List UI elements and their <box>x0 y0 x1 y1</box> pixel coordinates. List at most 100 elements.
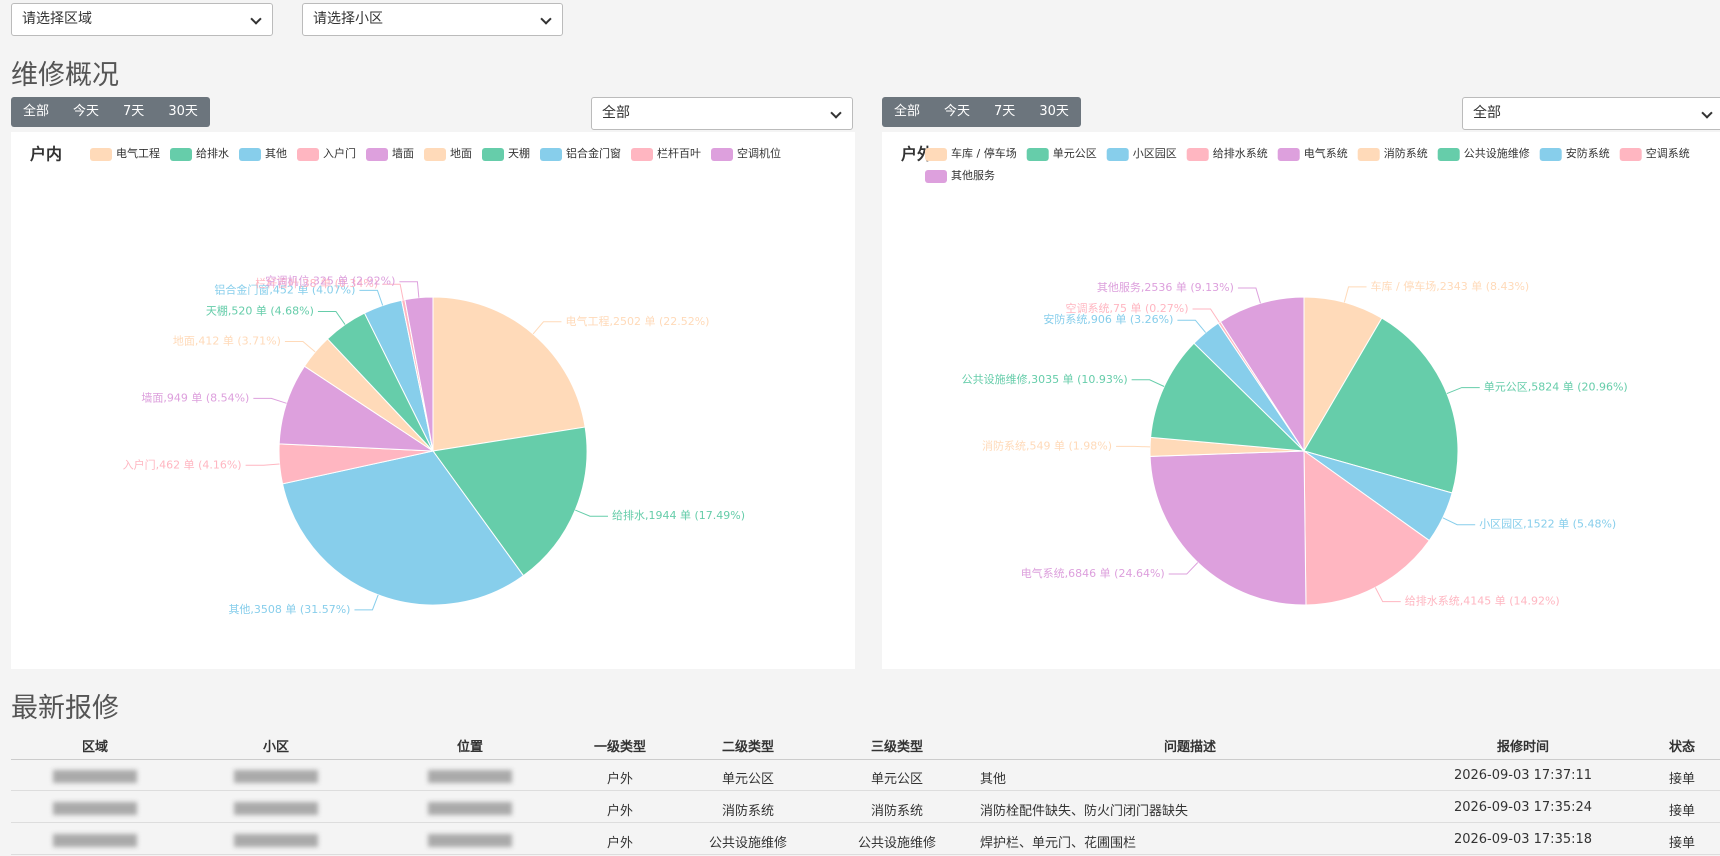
legend-label: 天棚 <box>508 146 530 160</box>
pie-slice[interactable] <box>432 296 586 452</box>
legend-swatch <box>1106 148 1129 161</box>
column-header: 二级类型 <box>721 740 775 755</box>
label-line <box>317 310 346 325</box>
table-cell: 接单 <box>1668 772 1696 787</box>
slice-label: 铝合金门窗,452 单 (4.07%) <box>214 282 355 296</box>
slice-label: 天棚,520 单 (4.68%) <box>206 303 314 317</box>
label-line <box>1192 308 1220 323</box>
pie-slice[interactable] <box>1303 450 1430 606</box>
legend-item[interactable]: 栏杆百叶 <box>631 146 701 161</box>
legend-item[interactable]: 给排水 <box>170 146 229 161</box>
chart-title: 户内 <box>30 145 62 164</box>
legend-swatch <box>925 170 947 183</box>
blurred-cell <box>53 770 137 783</box>
table-cell: 其他 <box>980 772 1007 787</box>
legend-item[interactable]: 地面 <box>424 147 472 161</box>
row-rule <box>11 790 1720 791</box>
slice-label: 小区园区,1522 单 (5.48%) <box>1479 518 1616 531</box>
blurred-cell <box>234 770 318 783</box>
range-button[interactable]: 30天 <box>1039 104 1069 119</box>
slice-label: 安防系统,906 单 (3.26%) <box>1043 312 1173 326</box>
legend-item[interactable]: 铝合金门窗 <box>540 146 621 161</box>
label-line <box>354 594 379 611</box>
legend-item[interactable]: 电气系统 <box>1277 146 1348 161</box>
legend-swatch <box>1357 148 1380 161</box>
header-rule <box>11 759 1720 760</box>
legend-item[interactable]: 给排水系统 <box>1186 146 1268 161</box>
legend-swatch <box>366 148 388 161</box>
legend-item[interactable]: 车库 / 停车场 <box>925 146 1017 161</box>
label-line <box>284 341 316 353</box>
column-header: 一级类型 <box>593 740 647 755</box>
blurred-cell <box>53 834 137 847</box>
label-line <box>1374 587 1401 603</box>
label-line <box>1446 387 1480 395</box>
table-cell: 2026-09-03 17:37:11 <box>1453 768 1593 783</box>
slice-label: 公共设施维修,3035 单 (10.93%) <box>962 372 1128 386</box>
legend-label: 墙面 <box>392 146 414 160</box>
legend-swatch <box>90 148 112 161</box>
blurred-cell <box>428 770 512 783</box>
slice-label: 墙面,949 单 (8.54%) <box>141 390 249 404</box>
legend-swatch <box>170 148 192 161</box>
label-line <box>1343 286 1367 303</box>
legend-label: 给排水 <box>196 146 229 160</box>
column-header: 位置 <box>456 740 484 755</box>
legend-label: 单元公区 <box>1053 147 1097 160</box>
legend-item[interactable]: 墙面 <box>366 146 414 161</box>
legend-swatch <box>1437 148 1460 161</box>
legend-label: 安防系统 <box>1566 146 1610 160</box>
legend-item[interactable]: 消防系统 <box>1357 146 1428 161</box>
legend-swatch <box>482 148 504 161</box>
table-cell: 2026-09-03 17:35:24 <box>1453 800 1593 815</box>
legend-item[interactable]: 安防系统 <box>1539 146 1610 161</box>
community-select[interactable]: 请选择小区 <box>302 3 563 36</box>
legend-label: 空调机位 <box>737 146 781 160</box>
range-button[interactable]: 7天 <box>123 104 145 119</box>
range-button[interactable]: 7天 <box>994 104 1016 119</box>
legend-item[interactable]: 天棚 <box>482 146 530 161</box>
legend-item[interactable]: 入户门 <box>297 146 356 161</box>
legend-item[interactable]: 小区园区 <box>1106 147 1177 161</box>
legend-label: 入户门 <box>323 146 356 160</box>
slice-label: 栏杆百叶,38 单 (0.34%) <box>255 276 378 290</box>
slice-label: 给排水系统,4145 单 (14.92%) <box>1405 594 1560 608</box>
legend-label: 电气工程 <box>116 146 160 160</box>
legend-label: 小区园区 <box>1133 147 1177 160</box>
range-button[interactable]: 全部 <box>23 104 50 119</box>
pie-slice[interactable] <box>404 296 434 452</box>
table-cell: 单元公区 <box>721 772 775 787</box>
slice-label: 消防系统,549 单 (1.98%) <box>982 438 1112 452</box>
pie-chart: 户内 电气工程 给排水 其他 入户门 墙面 地面 天棚 铝合金门窗 栏杆百叶 空调机位电气工程,25… <box>30 145 781 616</box>
legend-item[interactable]: 公共设施维修 <box>1437 146 1530 161</box>
legend-item[interactable]: 空调机位 <box>711 146 781 161</box>
legend-item[interactable]: 其他服务 <box>925 169 995 183</box>
range-button[interactable]: 今天 <box>73 104 100 119</box>
table-cell: 焊护栏、单元门、花圃围栏 <box>980 836 1137 851</box>
type-select[interactable]: 全部 <box>1462 97 1720 130</box>
legend-swatch <box>1186 148 1209 161</box>
button-group: 全部 今天 7天 30天 <box>882 97 1081 127</box>
range-button[interactable]: 30天 <box>168 104 198 119</box>
range-button[interactable]: 今天 <box>944 104 971 119</box>
legend-item[interactable]: 空调系统 <box>1619 146 1690 161</box>
pie-slice[interactable] <box>1150 342 1306 452</box>
legend-item[interactable]: 其他 <box>239 147 287 161</box>
pie-slice[interactable] <box>1149 450 1307 606</box>
legend-item[interactable]: 电气工程 <box>90 146 160 161</box>
row-rule <box>11 854 1720 855</box>
type-select[interactable]: 全部 <box>591 97 853 130</box>
area-select[interactable]: 请选择区域 <box>11 3 273 36</box>
range-button[interactable]: 全部 <box>894 104 921 119</box>
legend-swatch <box>1277 148 1300 161</box>
legend-item[interactable]: 单元公区 <box>1026 147 1097 161</box>
blurred-cell <box>53 802 137 815</box>
legend-label: 给排水系统 <box>1213 146 1268 160</box>
label-line <box>1237 287 1261 304</box>
chart-panel: 户外 车库 / 停车场 单元公区 小区园区 给排水系统 电气系统 消防系统 公共设施维修 安防系… <box>882 132 1720 669</box>
pie-slice[interactable] <box>1219 296 1305 453</box>
chart-panel: 户内 电气工程 给排水 其他 入户门 墙面 地面 天棚 铝合金门窗 栏杆百叶 空调机位 电气工程,25… <box>11 132 855 669</box>
legend-label: 电气系统 <box>1304 146 1348 160</box>
pie-slice[interactable] <box>432 426 588 577</box>
